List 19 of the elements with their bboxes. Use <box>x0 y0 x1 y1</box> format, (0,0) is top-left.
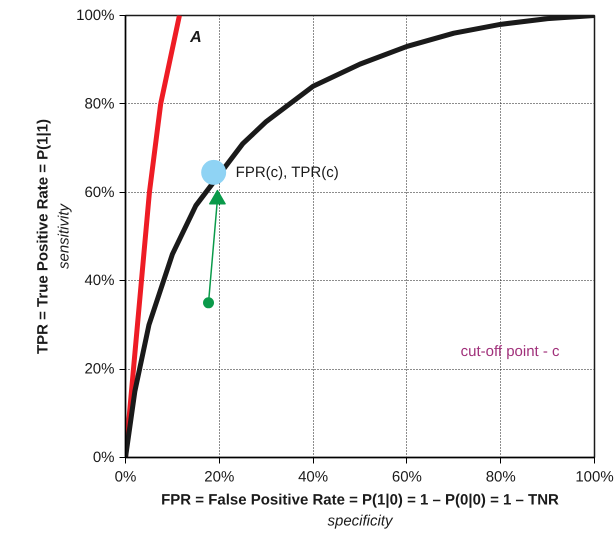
y-tick-label: 60% <box>84 184 115 201</box>
x-tick-label: 0% <box>114 468 136 486</box>
y-tick-label: 100% <box>76 7 115 24</box>
annotation: A <box>189 29 202 46</box>
x-tick-label: 60% <box>392 468 422 486</box>
y-tick-label: 20% <box>84 360 115 378</box>
annotation: cut-off point - c <box>460 342 560 360</box>
x-tick-label: 100% <box>575 468 614 486</box>
y-tick-label: 80% <box>84 95 115 112</box>
text: specificity <box>327 512 394 530</box>
annotation: FPR(c), TPR(c) <box>236 164 339 181</box>
x-tick-label: 20% <box>204 468 234 486</box>
y-tick-label: 0% <box>92 449 115 466</box>
x-axis-title: FPR = False Positive Rate = P(1|0) = 1 – P(0|0) = 1 – TNR <box>161 492 560 508</box>
text: sensitivity <box>56 202 72 270</box>
y-axis-title: TPR = True Positive Rate = P(1|1) <box>34 118 52 354</box>
x-tick-label: 40% <box>298 468 328 486</box>
y-tick-label: 40% <box>84 272 115 290</box>
x-tick-label: 80% <box>486 468 516 486</box>
